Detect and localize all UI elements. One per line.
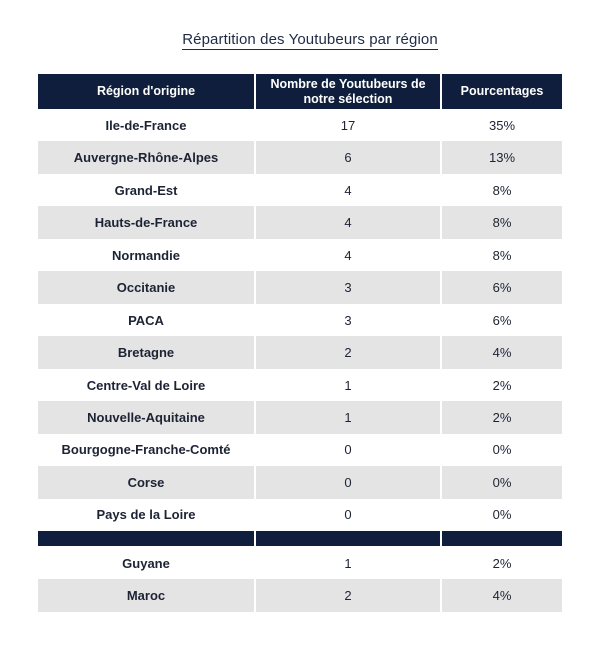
count-cell: 4 xyxy=(344,248,352,263)
header-count: Nombre de Youtubeurs de notre sélection xyxy=(256,74,440,109)
count-cell: 0 xyxy=(344,442,352,457)
table-row: Guyane 1 2% xyxy=(38,547,562,580)
percent-cell: 8% xyxy=(442,206,562,239)
count-cell: 0 xyxy=(256,466,440,499)
percent-cell: 6% xyxy=(492,313,512,328)
percent-cell: 0% xyxy=(442,466,562,499)
percent-cell: 0% xyxy=(492,442,512,457)
header-region: Région d'origine xyxy=(38,74,254,109)
region-cell: Nouvelle-Aquitaine xyxy=(38,401,254,434)
table-row: Bourgogne-Franche-Comté 0 0% xyxy=(38,433,562,466)
table-row: Corse 0 0% xyxy=(38,466,562,499)
percent-cell: 2% xyxy=(492,556,512,571)
region-cell: Bourgogne-Franche-Comté xyxy=(61,442,231,457)
region-cell: PACA xyxy=(128,313,164,328)
table-row: Occitanie 3 6% xyxy=(38,271,562,304)
percent-cell: 2% xyxy=(442,401,562,434)
region-cell: Ile-de-France xyxy=(105,118,187,133)
region-cell: Normandie xyxy=(112,248,180,263)
count-cell: 2 xyxy=(256,336,440,369)
header-percent: Pourcentages xyxy=(442,74,562,109)
count-cell: 3 xyxy=(256,271,440,304)
count-cell: 1 xyxy=(344,378,352,393)
count-cell: 2 xyxy=(256,579,440,612)
percent-cell: 0% xyxy=(492,507,512,522)
region-cell: Maroc xyxy=(38,579,254,612)
percent-cell: 4% xyxy=(442,336,562,369)
table-row: Hauts-de-France 4 8% xyxy=(38,206,562,239)
percent-cell: 35% xyxy=(488,118,516,133)
separator-cell xyxy=(256,531,440,546)
region-cell: Centre-Val de Loire xyxy=(86,378,206,393)
count-cell: 17 xyxy=(340,118,356,133)
table-row: Auvergne-Rhône-Alpes 6 13% xyxy=(38,141,562,174)
table-row: Pays de la Loire 0 0% xyxy=(38,498,562,531)
percent-cell: 4% xyxy=(442,579,562,612)
region-cell: Auvergne-Rhône-Alpes xyxy=(38,141,254,174)
region-cell: Guyane xyxy=(122,556,170,571)
count-cell: 6 xyxy=(256,141,440,174)
count-cell: 4 xyxy=(344,183,352,198)
count-cell: 1 xyxy=(344,556,352,571)
table-row: Bretagne 2 4% xyxy=(38,336,562,369)
percent-cell: 13% xyxy=(442,141,562,174)
table-row: Grand-Est 4 8% xyxy=(38,174,562,207)
table-row: PACA 3 6% xyxy=(38,304,562,337)
title-text: Répartition des Youtubeurs par région xyxy=(182,31,438,50)
region-cell: Grand-Est xyxy=(114,183,178,198)
region-cell: Corse xyxy=(38,466,254,499)
table-header: Région d'origine Nombre de Youtubeurs de… xyxy=(38,74,562,109)
separator-cell xyxy=(38,531,254,546)
region-cell: Occitanie xyxy=(38,271,254,304)
table-row: Ile-de-France 17 35% xyxy=(38,109,562,142)
percent-cell: 2% xyxy=(492,378,512,393)
count-cell: 3 xyxy=(344,313,352,328)
count-cell: 1 xyxy=(256,401,440,434)
region-cell: Hauts-de-France xyxy=(38,206,254,239)
table-row: Maroc 2 4% xyxy=(38,579,562,612)
separator-cell xyxy=(442,531,562,546)
percent-cell: 6% xyxy=(442,271,562,304)
percent-cell: 8% xyxy=(492,248,512,263)
page-title: Répartition des Youtubeurs par région xyxy=(0,31,600,50)
table-row: Nouvelle-Aquitaine 1 2% xyxy=(38,401,562,434)
count-cell: 4 xyxy=(256,206,440,239)
count-cell: 0 xyxy=(344,507,352,522)
percent-cell: 8% xyxy=(492,183,512,198)
table-row: Normandie 4 8% xyxy=(38,239,562,272)
region-cell: Pays de la Loire xyxy=(96,507,196,522)
table-row: Centre-Val de Loire 1 2% xyxy=(38,369,562,402)
region-cell: Bretagne xyxy=(38,336,254,369)
section-separator xyxy=(38,531,562,546)
